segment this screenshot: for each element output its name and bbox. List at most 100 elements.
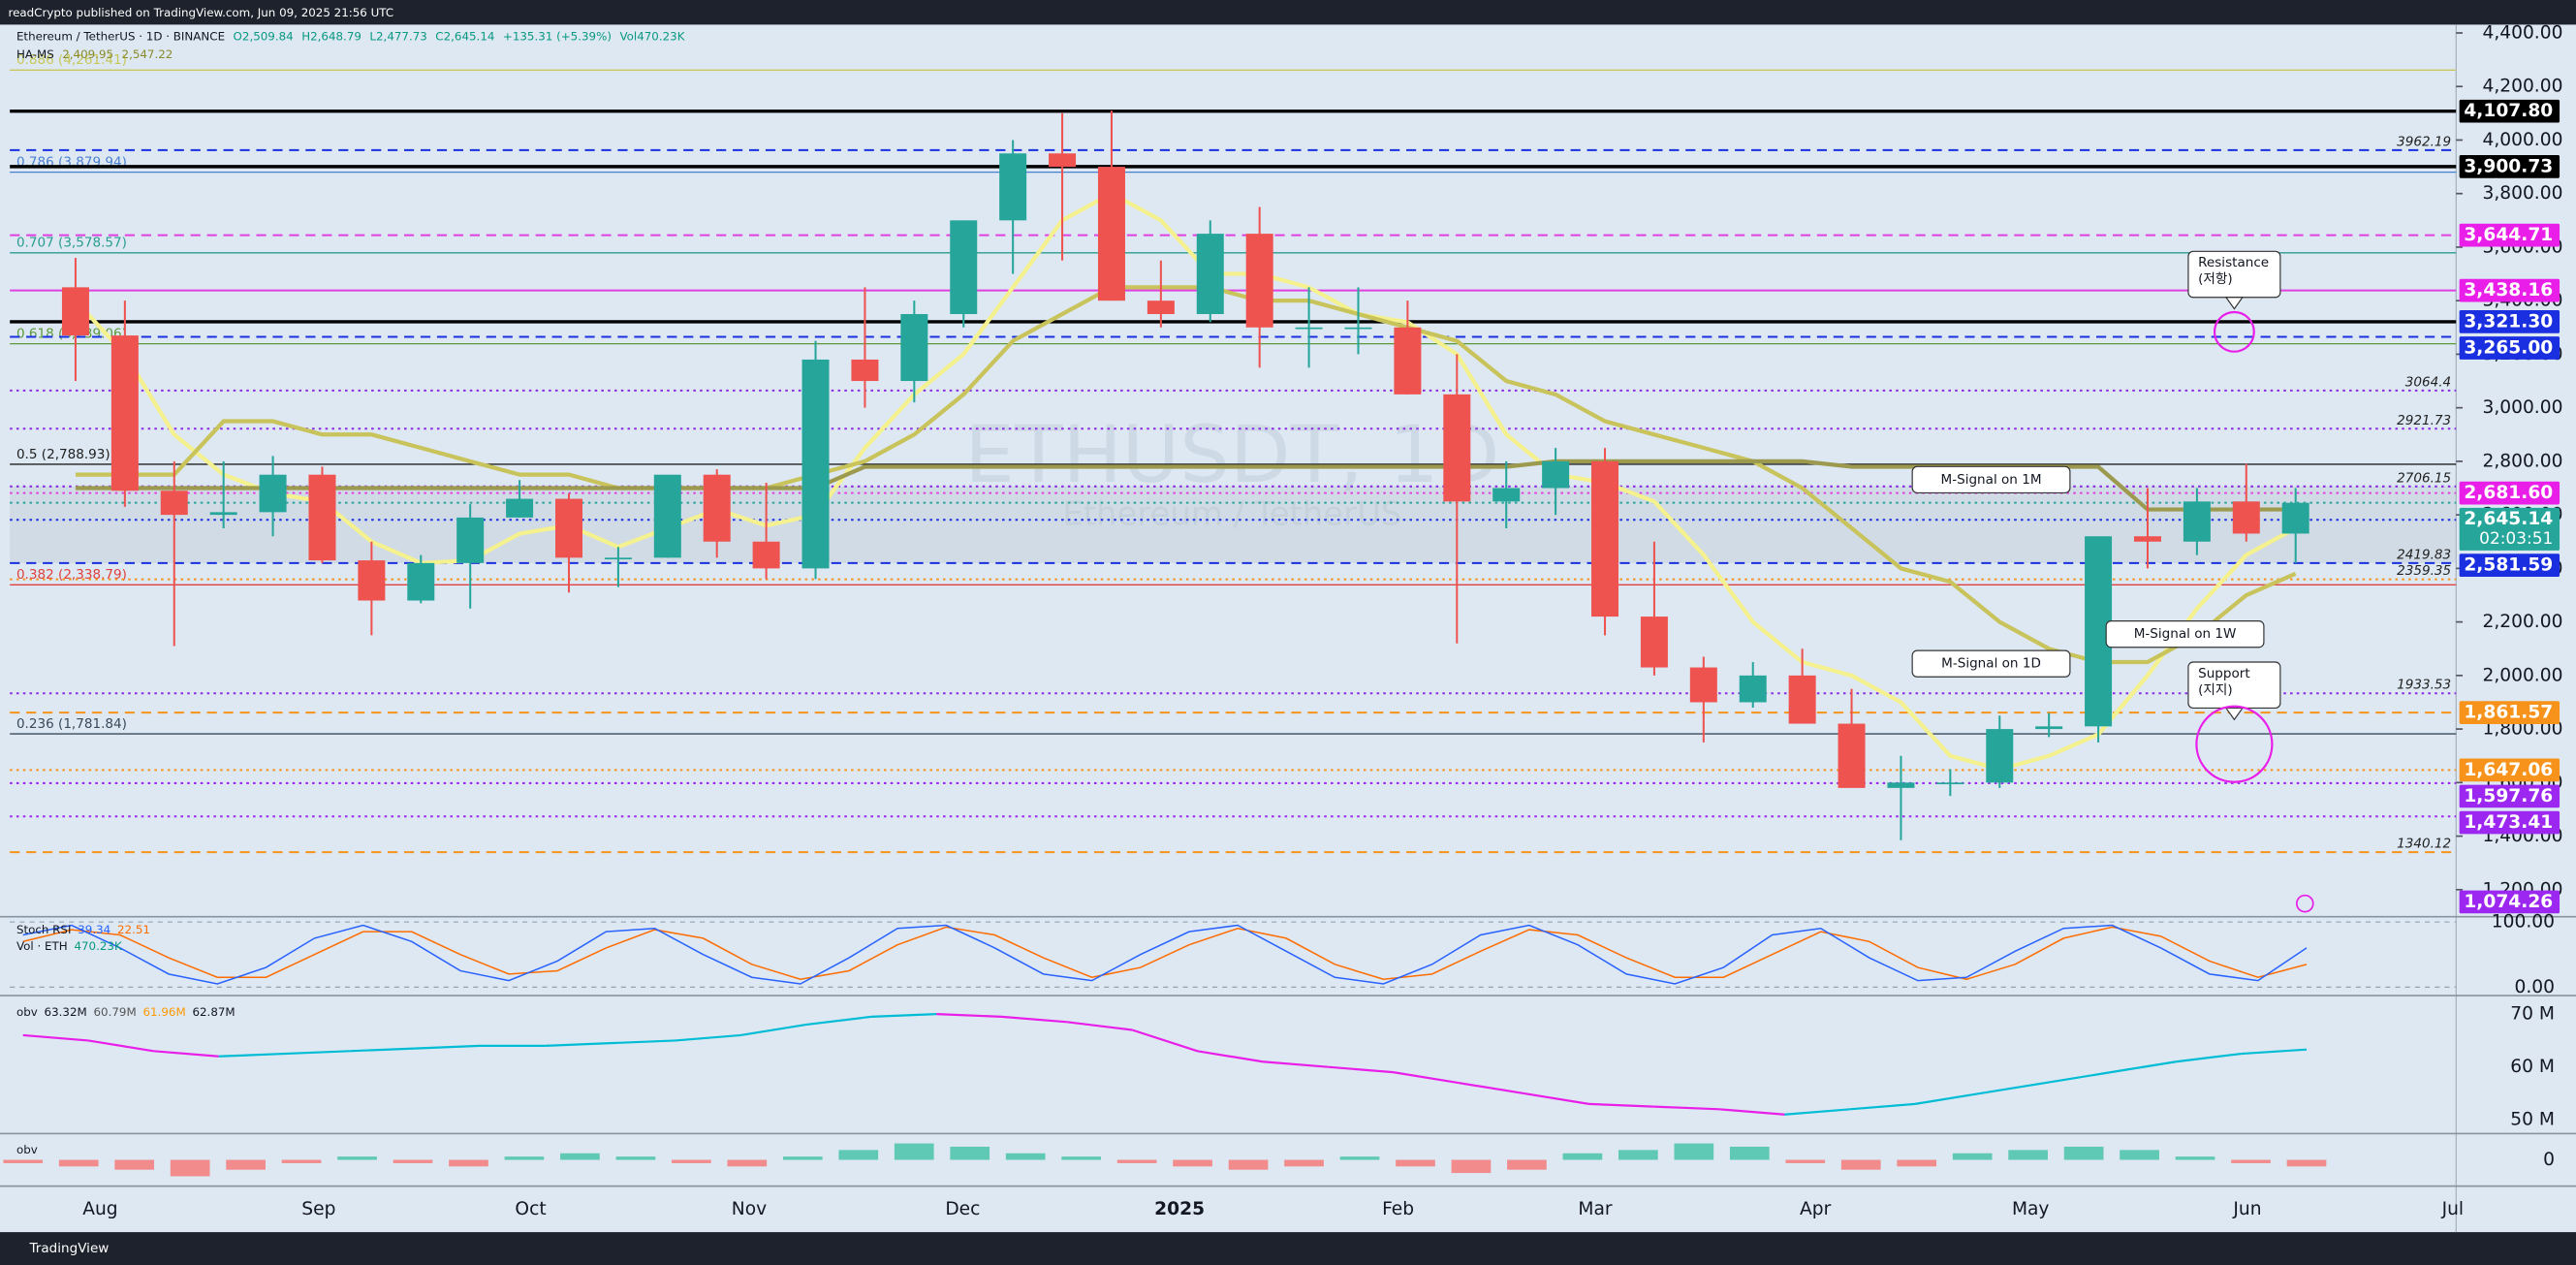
alert-icon <box>2295 894 2314 913</box>
price-label-box <box>2459 223 2560 247</box>
obv-segment <box>1523 1091 1589 1105</box>
level-value: 2359.35 <box>2397 563 2451 579</box>
price-label-box <box>2459 784 2560 808</box>
obv-segment <box>805 1015 872 1027</box>
ohlc-value: C2,645.14 <box>435 29 494 43</box>
callout-box <box>1911 465 2071 494</box>
price-label: 1,861.57 <box>2464 703 2553 723</box>
annotation-text: (지지) <box>2198 682 2233 698</box>
candle-body <box>2232 501 2260 534</box>
hist-bar <box>1729 1146 1770 1160</box>
candle-body <box>851 359 879 382</box>
hist-bar <box>114 1159 155 1170</box>
candle-body <box>209 512 237 516</box>
hist-bar <box>1562 1153 1603 1160</box>
hist-bar <box>1507 1159 1547 1170</box>
price-label: 1,473.41 <box>2464 812 2553 833</box>
price-label-box <box>2459 336 2560 360</box>
y-tick-label: 2,000.00 <box>2482 665 2562 685</box>
price-label-box <box>2459 810 2560 835</box>
brand: TradingView <box>29 1241 110 1256</box>
x-tick-label: Aug <box>82 1199 117 1219</box>
candle-body <box>1591 460 1619 617</box>
hist-bar <box>2063 1146 2104 1160</box>
hist-bar <box>1173 1159 1212 1167</box>
price-label-box <box>2459 890 2560 914</box>
candle-body <box>1640 617 1668 668</box>
indicator-name: HA-MS <box>16 47 54 60</box>
hist-bar <box>615 1156 656 1160</box>
price-label: 2,681.60 <box>2464 483 2553 503</box>
hist-bar <box>2231 1159 2271 1163</box>
level-value: 1340.12 <box>2397 837 2451 852</box>
fib-label: 0.886 (4,261.41) <box>16 52 127 68</box>
indicator-value: 2,547.22 <box>122 47 173 60</box>
hist-bar <box>1674 1143 1714 1160</box>
y-tick-label: 70 M <box>2510 1004 2555 1025</box>
obv-title: obv <box>16 1005 38 1019</box>
level-value: 2419.83 <box>2397 547 2451 562</box>
callout-text: M-Signal on 1W <box>2134 626 2237 642</box>
ohlc-value: O2,509.84 <box>234 29 294 43</box>
hist-bar <box>170 1159 210 1177</box>
obv-segment <box>2045 1071 2112 1085</box>
annotation-text: Resistance <box>2198 255 2269 270</box>
candle-body <box>1049 153 1077 168</box>
obv-segment <box>936 1013 1002 1018</box>
x-tick-label: Dec <box>945 1199 980 1219</box>
obv-segment <box>1066 1021 1133 1031</box>
candle-body <box>2183 501 2211 542</box>
price-label-box <box>2459 553 2560 578</box>
annotation-text: Support <box>2198 666 2250 681</box>
candle-body <box>653 474 681 558</box>
hist-bar <box>950 1146 990 1160</box>
hist-bar <box>504 1156 545 1160</box>
price-label: 2,581.59 <box>2464 555 2553 576</box>
obv-segment <box>870 1013 937 1018</box>
obv-segment <box>1784 1108 1850 1116</box>
candle-body <box>456 517 485 563</box>
obv-segment <box>610 1039 675 1045</box>
hist-bar <box>1116 1159 1157 1163</box>
obv-segment <box>22 1033 89 1042</box>
fib-label: 0.5 (2,788.93) <box>16 447 110 462</box>
hist-bar <box>1061 1156 1102 1160</box>
candle-body <box>1443 394 1471 502</box>
hist-bar <box>1451 1159 1492 1174</box>
candle-body <box>2035 726 2063 730</box>
candle-body <box>1788 675 1816 724</box>
fib-label: 0.382 (2,338.79) <box>16 567 127 583</box>
candle-body <box>61 287 89 336</box>
hist-bar <box>1339 1156 1380 1160</box>
obv-value: 60.79M <box>94 1005 137 1019</box>
price-label-box <box>2459 507 2560 551</box>
symbol: Ethereum / TetherUS · 1D · BINANCE <box>16 29 225 43</box>
candle-body <box>1689 667 1717 703</box>
x-tick-label: Feb <box>1382 1199 1414 1219</box>
obv-segment <box>1980 1081 2046 1095</box>
ohlc-value: +135.31 (+5.39%) <box>503 29 612 43</box>
price-label: 4,107.80 <box>2464 101 2553 121</box>
y-tick-label: 2,800.00 <box>2482 451 2562 471</box>
candle-body <box>407 562 435 601</box>
hist-bar <box>1618 1150 1658 1160</box>
candle-body <box>1542 460 1570 489</box>
publish-info: readCrypto published on TradingView.com,… <box>8 6 393 19</box>
candle-body <box>801 359 830 569</box>
obv-segment <box>675 1033 741 1042</box>
price-label: 1,074.26 <box>2464 892 2553 912</box>
candle-body <box>1887 782 1915 788</box>
candle-body <box>703 474 731 542</box>
fib-label: 0.707 (3,578.57) <box>16 236 127 251</box>
hist-bar <box>1840 1159 1881 1170</box>
y-tick-label: 2,200.00 <box>2482 612 2562 632</box>
price-label: 3,321.30 <box>2464 311 2553 332</box>
price-label-box <box>2459 310 2560 333</box>
price-label: 3,265.00 <box>2464 338 2553 359</box>
x-tick-label: Mar <box>1578 1199 1612 1219</box>
x-tick-label: Jun <box>2232 1199 2261 1219</box>
vol-title: Vol · ETH <box>16 939 68 953</box>
hist-bar <box>2175 1156 2215 1160</box>
price-label-box <box>2459 758 2560 782</box>
